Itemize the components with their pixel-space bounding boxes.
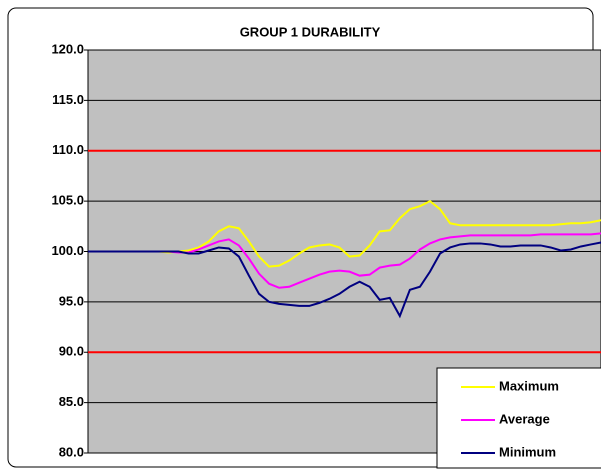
y-tick-label: 110.0 — [52, 142, 84, 157]
y-tick-label: 105.0 — [51, 193, 84, 208]
series-line — [88, 241, 601, 319]
legend-label: Maximum — [499, 378, 559, 393]
legend-box — [436, 367, 601, 469]
y-tick-label: 120.0 — [51, 41, 84, 56]
chart-title: GROUP 1 DURABILITY — [240, 24, 381, 39]
legend-label: Average — [499, 411, 550, 426]
y-tick-label: 95.0 — [59, 293, 84, 308]
y-tick-label: 100.0 — [51, 243, 84, 258]
legend-label: Minimum — [499, 444, 556, 459]
y-tick-label: 85.0 — [59, 394, 84, 409]
y-tick-label: 115.0 — [52, 92, 84, 107]
y-tick-label: 90.0 — [59, 344, 84, 359]
y-tick-label: 80.0 — [59, 444, 84, 459]
